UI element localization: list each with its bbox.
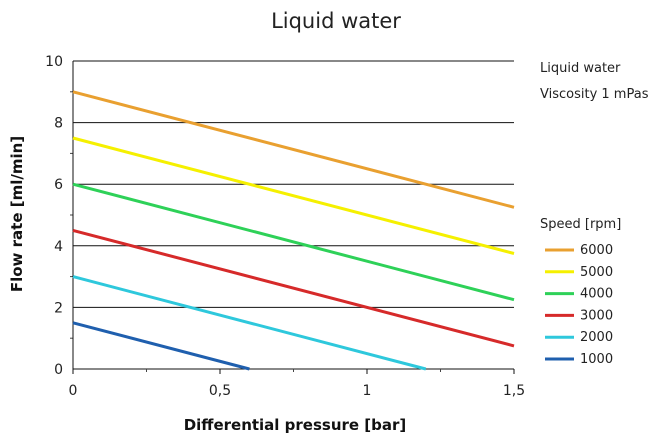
y-tick-label: 6	[54, 177, 63, 193]
legend-label-2000: 2000	[580, 330, 613, 345]
legend-label-1000: 1000	[580, 352, 613, 367]
series-lines	[72, 90, 515, 371]
legend-label-5000: 5000	[580, 265, 613, 280]
legend: Speed [rpm] 6000 5000 4000 3000 2000 1000	[540, 217, 621, 367]
y-axis-label: Flow rate [ml/min]	[8, 136, 26, 292]
series-line-6000	[72, 90, 515, 209]
y-tick-label: 0	[54, 362, 63, 378]
series-line-3000	[72, 228, 515, 348]
y-tick-label: 4	[54, 239, 63, 255]
x-tick-label: 1	[363, 383, 372, 399]
series-line-5000	[72, 136, 515, 255]
chart-note: Liquid water	[540, 61, 621, 76]
y-tick-label: 10	[45, 54, 63, 70]
series-line-4000	[72, 182, 515, 302]
chart-notes: Liquid water Viscosity 1 mPas	[540, 61, 649, 102]
chart-note: Viscosity 1 mPas	[540, 87, 649, 102]
legend-title: Speed [rpm]	[540, 217, 621, 232]
x-tick-label: 1,5	[503, 383, 525, 399]
legend-label-6000: 6000	[580, 243, 613, 258]
series-line-1000	[72, 321, 250, 371]
tick-labels: 0 2 4 6 8 10 0 0,5 1 1,5	[45, 54, 525, 399]
y-tick-label: 2	[54, 300, 63, 316]
legend-label-3000: 3000	[580, 308, 613, 323]
x-axis-label: Differential pressure [bar]	[184, 416, 407, 434]
y-tick-label: 8	[54, 116, 63, 132]
chart-title: Liquid water	[271, 9, 401, 33]
legend-label-4000: 4000	[580, 287, 613, 302]
series-line-2000	[72, 275, 427, 371]
grid-lines	[73, 60, 514, 308]
axes	[70, 61, 515, 374]
x-tick-label: 0,5	[209, 383, 231, 399]
x-tick-label: 0	[69, 383, 78, 399]
